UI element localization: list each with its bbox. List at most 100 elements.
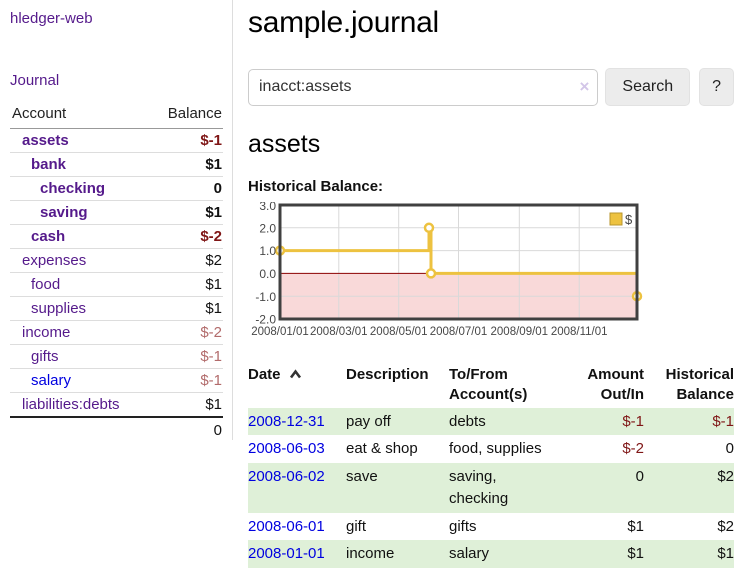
transaction-balance: $1	[717, 545, 734, 563]
svg-text:2008/03/01: 2008/03/01	[310, 326, 368, 338]
account-link-saving[interactable]: saving	[40, 204, 88, 221]
svg-text:2008/11/01: 2008/11/01	[551, 326, 608, 338]
transaction-amount: $1	[627, 545, 644, 563]
register-row[interactable]: 2008-01-01 income salary $1 $1	[248, 540, 734, 568]
transaction-accounts: debts	[449, 412, 486, 430]
v-gridlines	[338, 206, 580, 318]
account-balance: $2	[149, 248, 223, 273]
register-row[interactable]: 2008-06-03 eat & shop food, supplies $-2…	[248, 435, 734, 463]
account-link-assets[interactable]: assets	[22, 132, 69, 149]
transaction-description: pay off	[346, 412, 391, 430]
account-link-food[interactable]: food	[31, 276, 61, 293]
transaction-amount: $-1	[622, 412, 644, 430]
transaction-description: income	[346, 545, 395, 563]
account-link-checking[interactable]: checking	[40, 180, 106, 197]
accounts-header-account: Account	[10, 103, 150, 129]
register-header-row: Date Description To/From Account(s) Amou…	[248, 363, 734, 408]
transaction-date-link[interactable]: 2008-06-03	[248, 440, 325, 458]
account-link-liabilities-debts[interactable]: liabilities:debts	[22, 396, 120, 413]
legend-label: $	[625, 212, 633, 227]
account-row: checking 0	[10, 176, 223, 201]
accounts-total-row: 0	[10, 416, 223, 443]
account-link-salary[interactable]: salary	[31, 372, 72, 389]
account-balance: $1	[149, 152, 223, 177]
transaction-description: eat & shop	[346, 440, 418, 458]
search-form: × Search ?	[248, 68, 734, 106]
transaction-description: gift	[346, 517, 367, 535]
account-row: food $1	[10, 272, 223, 297]
transaction-accounts: saving, checking	[449, 468, 509, 507]
account-row: supplies $1	[10, 296, 223, 321]
transaction-description: save	[346, 468, 378, 485]
account-link-supplies[interactable]: supplies	[31, 300, 87, 317]
register-header-description: Description	[346, 366, 429, 383]
account-link-expenses[interactable]: expenses	[22, 252, 87, 269]
register-row[interactable]: 2008-06-01 gift gifts $1 $2	[248, 513, 734, 541]
svg-text:1.0: 1.0	[259, 244, 276, 258]
search-input[interactable]	[248, 68, 599, 106]
svg-text:2.0: 2.0	[259, 222, 276, 236]
account-link-income[interactable]: income	[22, 324, 71, 341]
x-axis-labels: 2008/01/01 2008/03/01 2008/05/01 2008/07…	[251, 326, 607, 338]
account-row: liabilities:debts $1	[10, 392, 223, 417]
accounts-header-row: Account Balance	[10, 103, 223, 129]
transaction-amount: $1	[627, 517, 644, 535]
account-balance: $-2	[149, 224, 223, 249]
accounts-total-value: 0	[149, 416, 223, 443]
svg-text:2008/09/01: 2008/09/01	[491, 326, 549, 338]
help-button[interactable]: ?	[699, 68, 734, 106]
account-balance: $-1	[149, 344, 223, 369]
account-balance: $1	[149, 392, 223, 417]
account-balance: $-1	[149, 128, 223, 153]
account-row: expenses $2	[10, 248, 223, 273]
transaction-balance: 0	[725, 440, 734, 458]
chart-title: Historical Balance:	[248, 178, 384, 195]
svg-text:0.0: 0.0	[259, 267, 276, 281]
account-link-bank[interactable]: bank	[31, 156, 67, 173]
sidebar: hledger-web Journal Account Balance asse…	[0, 0, 233, 443]
register-row[interactable]: 2008-12-31 pay off debts $-1 $-1	[248, 407, 734, 436]
register-header-amount: Amount Out/In	[587, 366, 644, 404]
chart-legend: $	[609, 212, 633, 227]
account-row: cash $-2	[10, 224, 223, 249]
account-balance: $1	[149, 200, 223, 225]
brand-link[interactable]: hledger-web	[10, 10, 93, 27]
register-table: Date Description To/From Account(s) Amou…	[248, 363, 734, 568]
transaction-accounts: gifts	[449, 517, 477, 535]
transaction-date-link[interactable]: 2008-06-01	[248, 517, 325, 535]
account-balance: $-2	[149, 320, 223, 345]
search-box: ×	[248, 68, 599, 106]
register-header-date[interactable]: Date	[248, 363, 346, 408]
account-row: bank $1	[10, 152, 223, 177]
register-row[interactable]: 2008-06-02 save saving, checking 0 $2	[248, 463, 734, 513]
transaction-date-link[interactable]: 2008-01-01	[248, 545, 325, 563]
main-content: sample.journal × Search ? assets Histori…	[234, 0, 742, 568]
sidebar-item-journal[interactable]: Journal	[10, 72, 60, 89]
transaction-accounts: salary	[449, 545, 490, 563]
svg-text:-1.0: -1.0	[255, 290, 276, 304]
accounts-header-balance: Balance	[149, 103, 223, 129]
account-row: income $-2	[10, 320, 223, 345]
transaction-balance: $-1	[712, 412, 734, 430]
transaction-date-link[interactable]: 2008-06-02	[248, 468, 325, 485]
historical-balance-chart: $ 3.0 2.0 1.0 0.0 -1.0 -2.0 2008/01/01 2…	[251, 202, 643, 338]
account-link-cash[interactable]: cash	[31, 228, 66, 245]
svg-text:-2.0: -2.0	[255, 313, 276, 327]
transaction-balance: $2	[717, 517, 734, 535]
sort-ascending-icon	[289, 365, 302, 385]
account-row: gifts $-1	[10, 344, 223, 369]
account-link-gifts[interactable]: gifts	[31, 348, 59, 365]
clear-search-icon[interactable]: ×	[579, 76, 590, 96]
account-balance: $1	[149, 272, 223, 297]
search-button[interactable]: Search	[605, 68, 691, 106]
svg-text:3.0: 3.0	[259, 202, 276, 213]
legend-swatch	[609, 212, 623, 226]
transaction-date-link[interactable]: 2008-12-31	[248, 412, 325, 430]
transaction-amount: $-2	[622, 440, 644, 458]
svg-text:2008/05/01: 2008/05/01	[370, 326, 428, 338]
transaction-balance: $2	[717, 468, 734, 485]
svg-text:2008/01/01: 2008/01/01	[251, 326, 309, 338]
transaction-amount: 0	[635, 468, 644, 485]
accounts-table: Account Balance assets $-1 bank $1 check…	[10, 103, 223, 443]
account-heading: assets	[248, 130, 321, 158]
